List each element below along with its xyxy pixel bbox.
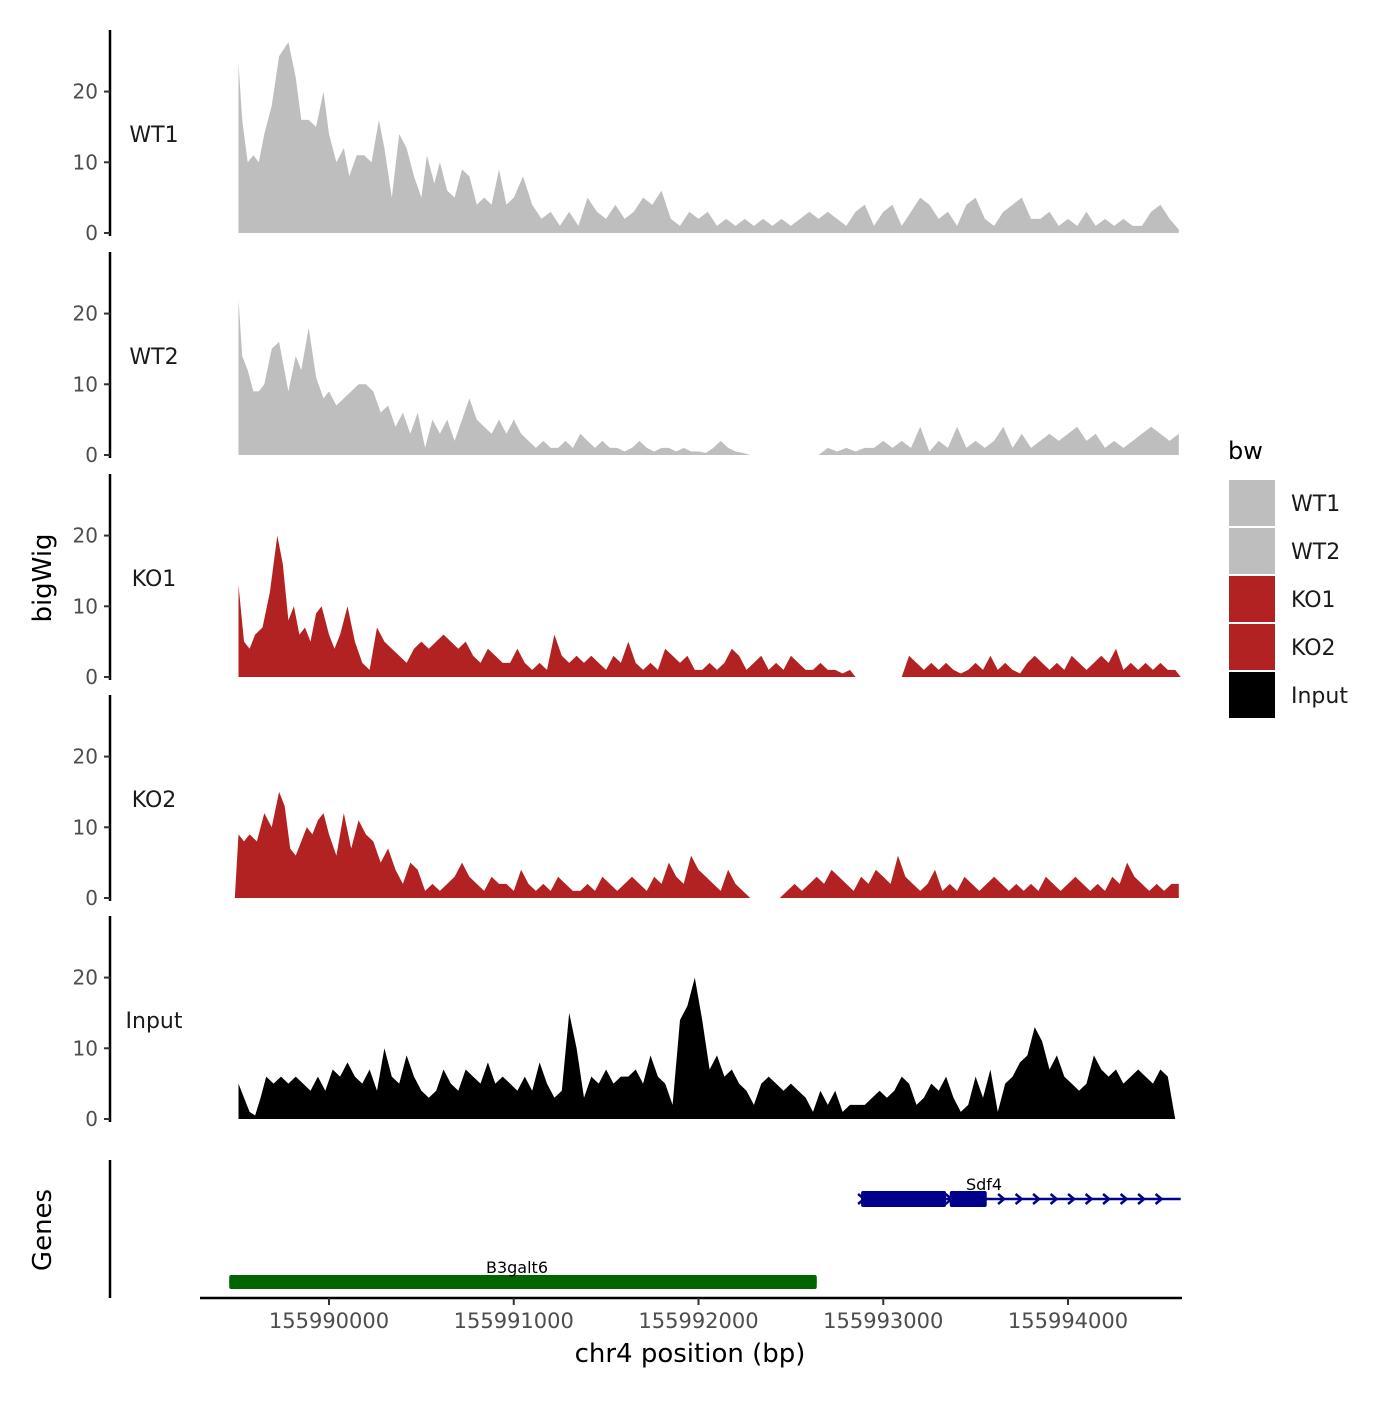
y-tick-label: 20 [73, 302, 98, 326]
gene-label: B3galt6 [486, 1258, 548, 1277]
strand-arrow [1032, 1193, 1042, 1205]
x-axis-label: chr4 position (bp) [575, 1339, 806, 1369]
gene-b3galt6: B3galt6 [229, 1258, 817, 1289]
legend-swatch [1229, 672, 1275, 718]
strand-arrow [997, 1193, 1007, 1205]
y-tick-label: 0 [85, 443, 98, 467]
track-label: WT1 [129, 123, 178, 148]
gene-sdf4: Sdf4 [857, 1175, 1181, 1207]
strand-arrow [1067, 1193, 1077, 1205]
signal-area [234, 791, 751, 898]
strand-arrow [1154, 1193, 1164, 1205]
gene-exon [861, 1191, 947, 1207]
legend-swatch [1229, 576, 1275, 622]
track-wt2: 0 10 20 WT2 [73, 252, 1179, 467]
x-tick-label: 155990000 [269, 1309, 389, 1333]
signal-area [238, 977, 1181, 1119]
strand-arrow [1014, 1193, 1024, 1205]
legend-items: WT1 WT2 KO1 KO2 Input [1229, 480, 1348, 718]
legend-item-input: Input [1229, 672, 1348, 718]
y-tick-label: 10 [73, 815, 98, 839]
strand-arrow [1084, 1193, 1094, 1205]
signal-area [238, 535, 856, 677]
legend-item-wt2: WT2 [1229, 528, 1340, 574]
track-label: Input [126, 1009, 183, 1034]
legend-label: KO1 [1291, 588, 1336, 613]
signal-area [818, 426, 1179, 455]
genes-track: Sdf4 B3galt6 [108, 1160, 1181, 1298]
signal-area [901, 648, 1181, 677]
legend-swatch [1229, 624, 1275, 670]
y-axis-label: bigWig [28, 533, 58, 622]
y-tick-label: 0 [85, 221, 98, 245]
y-tick-label: 20 [73, 745, 98, 769]
strand-arrow [1102, 1193, 1112, 1205]
track-label: WT2 [129, 345, 178, 370]
x-tick-label: 155991000 [454, 1309, 574, 1333]
legend-title: bw [1228, 437, 1263, 465]
legend-label: WT2 [1291, 540, 1340, 565]
y-tick-label: 10 [73, 594, 98, 618]
x-axis: 155990000 155991000 155992000 155993000 1559… [200, 1296, 1182, 1333]
y-tick-label: 10 [73, 372, 98, 396]
y-tick-label: 20 [73, 966, 98, 990]
y-tick-label: 0 [85, 1107, 98, 1131]
legend-label: Input [1291, 684, 1348, 709]
x-tick-label: 155994000 [1008, 1309, 1128, 1333]
track-input: 0 10 20 Input [73, 916, 1181, 1131]
gene-label: Sdf4 [966, 1175, 1002, 1194]
legend: bw WT1 WT2 KO1 KO2 Input [1228, 437, 1348, 718]
signal-area [238, 42, 1179, 233]
legend-swatch [1229, 528, 1275, 574]
gene-exon [949, 1191, 987, 1207]
legend-label: WT1 [1291, 492, 1340, 517]
y-tick-label: 20 [73, 524, 98, 548]
y-tick-label: 20 [73, 80, 98, 104]
track-ko1: 0 10 20 KO1 [73, 474, 1181, 689]
legend-item-ko2: KO2 [1229, 624, 1336, 670]
track-label: KO2 [132, 788, 177, 813]
legend-item-ko1: KO1 [1229, 576, 1336, 622]
track-wt1: 0 10 20 WT1 [73, 30, 1179, 245]
strand-arrow [1137, 1193, 1147, 1205]
track-label: KO1 [132, 567, 177, 592]
strand-arrow [1049, 1193, 1059, 1205]
y-tick-label: 10 [73, 150, 98, 174]
signal-tracks: 0 10 20 WT1 0 10 20 WT2 0 10 20 KO1 0 10 20 KO2 0 10 20 Inp… [73, 30, 1181, 1131]
genes-axis-label: Genes [28, 1189, 58, 1271]
legend-swatch [1229, 480, 1275, 526]
signal-area [779, 855, 1179, 898]
y-tick-label: 0 [85, 886, 98, 910]
legend-item-wt1: WT1 [1229, 480, 1340, 526]
legend-label: KO2 [1291, 636, 1336, 661]
y-tick-label: 0 [85, 665, 98, 689]
gene-exon [229, 1275, 817, 1289]
signal-area [238, 299, 765, 455]
y-tick-label: 10 [73, 1036, 98, 1060]
track-ko2: 0 10 20 KO2 [73, 695, 1179, 910]
strand-arrow [1119, 1193, 1129, 1205]
x-tick-label: 155993000 [823, 1309, 943, 1333]
x-tick-label: 155992000 [638, 1309, 758, 1333]
